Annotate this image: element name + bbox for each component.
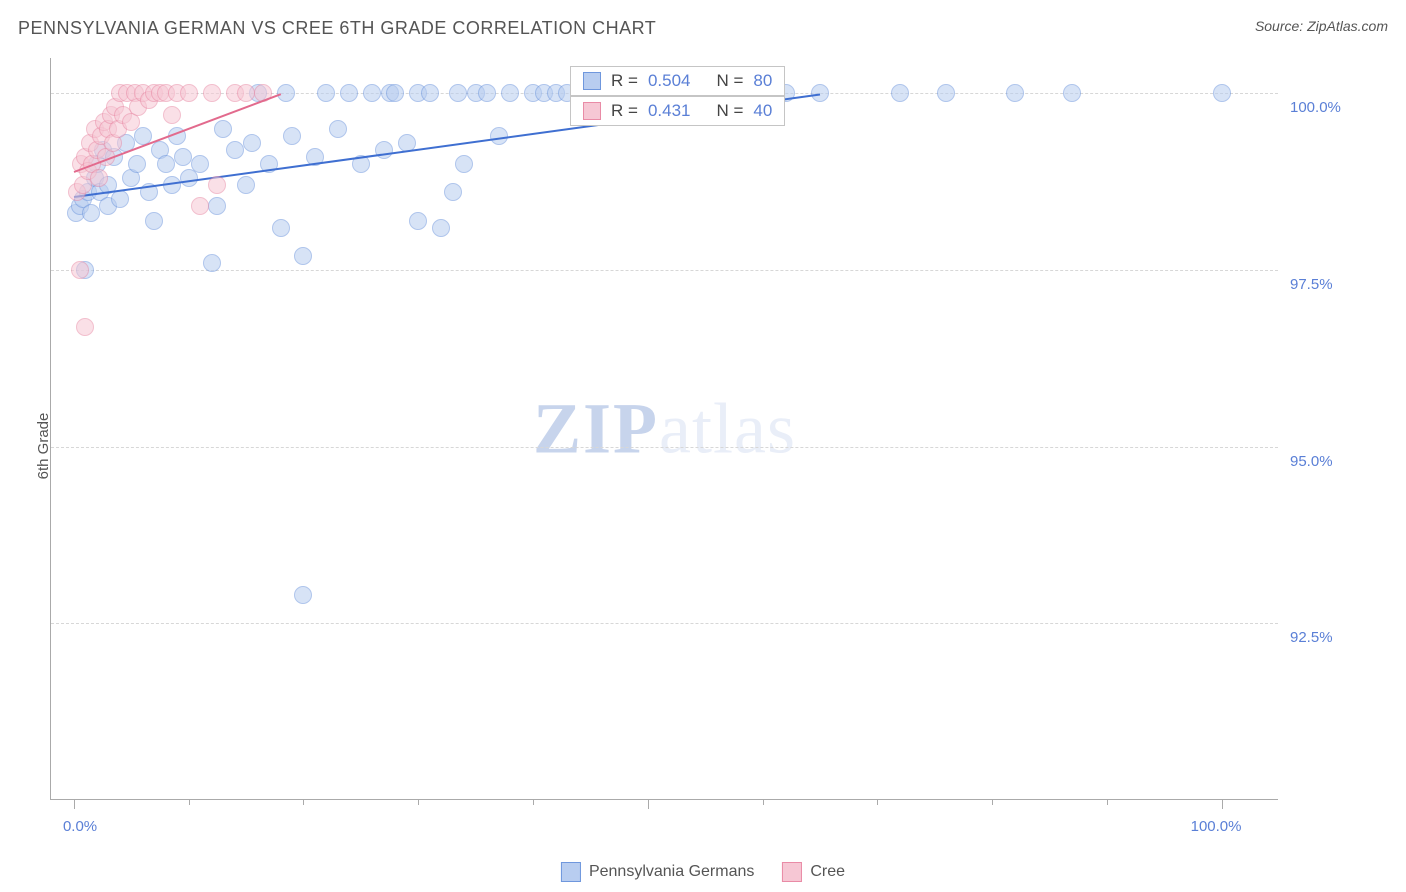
watermark-bold: ZIP [533,388,659,468]
scatter-point [455,155,473,173]
scatter-point [76,318,94,336]
x-tick [74,799,75,809]
legend-item-pennsylvania-germans: Pennsylvania Germans [561,862,754,882]
n-value: 80 [753,71,772,91]
scatter-point [1006,84,1024,102]
r-label: R = [611,101,638,121]
scatter-point [203,84,221,102]
x-tick-label: 0.0% [63,818,97,835]
scatter-point [157,155,175,173]
legend-swatch [561,862,581,882]
gridline [51,270,1278,271]
x-tick [992,799,993,805]
scatter-point [214,120,232,138]
chart-source: Source: ZipAtlas.com [1255,18,1388,34]
scatter-point [937,84,955,102]
scatter-point [432,219,450,237]
watermark: ZIPatlas [533,387,796,470]
scatter-point [174,148,192,166]
scatter-point [294,247,312,265]
r-value: 0.431 [648,101,691,121]
scatter-point [283,127,301,145]
r-label: R = [611,71,638,91]
scatter-point [90,169,108,187]
scatter-point [82,204,100,222]
scatter-point [163,106,181,124]
scatter-point [226,141,244,159]
scatter-point [191,197,209,215]
scatter-point [329,120,347,138]
scatter-point [208,176,226,194]
correlation-info-box: R = 0.504 N = 80 [570,66,785,96]
scatter-point [71,261,89,279]
correlation-info-box: R = 0.431 N = 40 [570,96,785,126]
scatter-point [208,197,226,215]
scatter-point [237,84,255,102]
y-tick-label: 92.5% [1290,629,1333,646]
scatter-point [444,183,462,201]
source-prefix: Source: [1255,18,1307,34]
legend-label: Cree [810,863,845,881]
x-tick [877,799,878,805]
scatter-point [478,84,496,102]
plot-area: ZIPatlas [50,58,1278,800]
x-tick [648,799,649,809]
y-tick-label: 97.5% [1290,276,1333,293]
series-swatch [583,72,601,90]
scatter-point [409,212,427,230]
source-name: ZipAtlas.com [1307,18,1388,34]
scatter-point [1213,84,1231,102]
x-tick [763,799,764,805]
legend: Pennsylvania Germans Cree [561,862,845,882]
scatter-point [128,155,146,173]
scatter-point [237,176,255,194]
scatter-point [111,190,129,208]
scatter-point [317,84,335,102]
scatter-point [191,155,209,173]
scatter-point [272,219,290,237]
scatter-point [386,84,404,102]
legend-label: Pennsylvania Germans [589,863,754,881]
chart-title: PENNSYLVANIA GERMAN VS CREE 6TH GRADE CO… [18,18,656,39]
scatter-point [203,254,221,272]
scatter-point [421,84,439,102]
watermark-light: atlas [659,388,796,468]
y-tick-label: 95.0% [1290,453,1333,470]
n-label: N = [716,71,743,91]
scatter-point [294,586,312,604]
x-tick [303,799,304,805]
legend-item-cree: Cree [782,862,845,882]
x-tick [533,799,534,805]
scatter-point [363,84,381,102]
scatter-point [340,84,358,102]
x-tick [1107,799,1108,805]
n-value: 40 [753,101,772,121]
scatter-point [145,212,163,230]
scatter-point [180,84,198,102]
r-value: 0.504 [648,71,691,91]
y-tick-label: 100.0% [1290,99,1341,116]
scatter-point [501,84,519,102]
scatter-point [243,134,261,152]
legend-swatch [782,862,802,882]
scatter-point [891,84,909,102]
scatter-point [1063,84,1081,102]
gridline [51,623,1278,624]
x-tick [1222,799,1223,809]
x-tick [189,799,190,805]
gridline [51,447,1278,448]
series-swatch [583,102,601,120]
x-tick [418,799,419,805]
scatter-point [449,84,467,102]
x-tick-label: 100.0% [1191,818,1242,835]
n-label: N = [716,101,743,121]
